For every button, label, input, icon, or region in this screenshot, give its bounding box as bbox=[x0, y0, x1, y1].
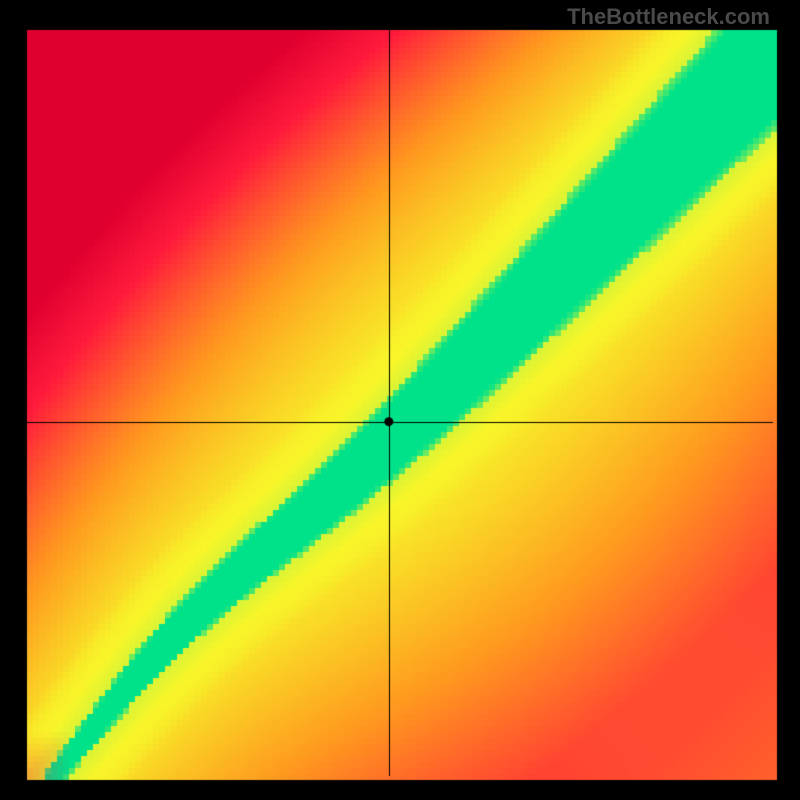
watermark-text: TheBottleneck.com bbox=[567, 4, 770, 30]
heatmap-canvas bbox=[0, 0, 800, 800]
chart-container: TheBottleneck.com bbox=[0, 0, 800, 800]
